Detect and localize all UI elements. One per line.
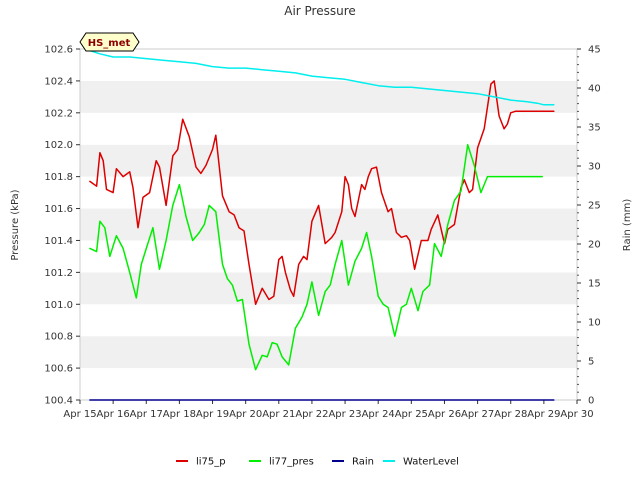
chart-title: Air Pressure: [284, 4, 356, 18]
x-tick-label: Apr 27: [461, 409, 494, 420]
x-tick-label: Apr 26: [428, 409, 461, 420]
y2-tick-label: 25: [588, 201, 601, 212]
series-layer: [89, 49, 555, 401]
y-tick-label: 102.2: [44, 108, 73, 119]
y2-tick-label: 40: [588, 84, 601, 95]
x-tick-label: Apr 19: [196, 409, 229, 420]
legend-label: li75_p: [196, 457, 226, 468]
series-line-li77-pres: [89, 143, 543, 371]
grid-band: [80, 49, 577, 81]
x-tick-label: Apr 29: [527, 409, 560, 420]
grid-band: [80, 336, 577, 369]
x-tick-label: Apr 28: [494, 409, 527, 420]
grid-band: [80, 240, 577, 273]
badge-shape: [79, 32, 140, 52]
grid-band: [80, 368, 577, 400]
y-tick-label: 100.8: [44, 332, 73, 343]
y2-tick-label: 20: [588, 240, 601, 251]
badge-label: HS_met: [88, 38, 131, 49]
x-tick-label: Apr 16: [97, 409, 130, 420]
grid-band: [80, 144, 577, 177]
y2-tick-label: 5: [588, 357, 594, 368]
y-tick-label: 100.6: [44, 364, 73, 375]
grid-band: [80, 80, 577, 113]
y-tick-label: 101.0: [44, 300, 73, 311]
y2-tick-label: 35: [588, 123, 601, 134]
series-line-li75-p: [89, 80, 555, 306]
y2-tick-label: 30: [588, 162, 601, 173]
grid-band: [80, 304, 577, 337]
legend-label: li77_pres: [269, 457, 314, 468]
y-tick-label: 101.2: [44, 268, 73, 279]
station-badge: HS_met: [79, 32, 140, 52]
grid-band: [80, 176, 577, 209]
grid-bands: [80, 49, 577, 400]
legend-label: Rain: [352, 457, 374, 468]
x-tick-label: Apr 18: [163, 409, 196, 420]
y-tick-label: 102.6: [44, 45, 73, 56]
y-tick-label: 100.4: [44, 396, 73, 407]
grid-band: [80, 112, 577, 145]
y2-axis-title: Rain (mm): [622, 199, 633, 252]
x-axis: Apr 15 Apr 16 Apr 17 Apr 18 Apr 19 Apr 20 Apr …: [63, 400, 594, 420]
y2-tick-label: 45: [588, 45, 601, 56]
grid-band: [80, 208, 577, 241]
y-axis-right: 0 5 10 15 20 25 30 35 40 45: [577, 45, 601, 407]
x-tick-label: Apr 17: [130, 409, 163, 420]
y-tick-label: 102.4: [44, 76, 73, 87]
x-tick-label: Apr 20: [229, 409, 262, 420]
y2-tick-label: 15: [588, 279, 601, 290]
x-tick-label: Apr 15: [63, 409, 96, 420]
y2-tick-label: 10: [588, 318, 601, 329]
y-tick-label: 101.6: [44, 204, 73, 215]
x-tick-label: Apr 21: [262, 409, 295, 420]
legend-label: WaterLevel: [403, 457, 459, 468]
x-tick-label: Apr 25: [395, 409, 428, 420]
y2-tick-label: 0: [588, 396, 594, 407]
y-axis-title: Pressure (kPa): [10, 189, 21, 260]
x-tick-label: Apr 22: [295, 409, 328, 420]
x-tick-label: Apr 23: [328, 409, 361, 420]
series-line-waterlevel: [89, 49, 555, 106]
y-tick-label: 101.8: [44, 172, 73, 183]
y-axis-left: 100.4 100.6 100.8 101.0 101.2 101.4 101.6 101.8…: [44, 45, 80, 407]
y-tick-label: 102.0: [44, 140, 73, 151]
y-tick-label: 101.4: [44, 236, 73, 247]
x-tick-label: Apr 30: [560, 409, 593, 420]
x-tick-label: Apr 24: [362, 409, 395, 420]
legend: li75_p li77_pres Rain WaterLevel: [176, 457, 459, 468]
